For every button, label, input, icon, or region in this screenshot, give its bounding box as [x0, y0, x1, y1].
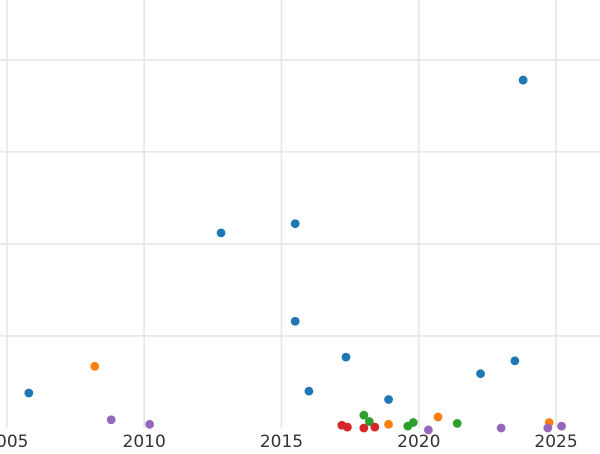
- x-tick-label-2010: 2010: [123, 432, 166, 450]
- data-point-s4-p3: [496, 423, 506, 433]
- data-point-s1-p1: [384, 419, 393, 429]
- data-point-s4-p0: [106, 415, 116, 425]
- x-tick-labels: 2005 2010 2015 2020 2025: [0, 432, 578, 452]
- data-point-s3-p2: [359, 423, 369, 433]
- grid-layer: [0, 0, 600, 428]
- data-point-s4-p5: [557, 421, 566, 431]
- data-point-s2-p3: [408, 418, 418, 427]
- data-point-s4-p2: [423, 425, 433, 435]
- data-point-s0-p0: [24, 388, 34, 398]
- data-point-s0-p9: [518, 75, 528, 85]
- data-point-s0-p5: [341, 352, 351, 362]
- data-point-s1-p2: [433, 412, 443, 422]
- data-point-s0-p3: [290, 316, 300, 326]
- x-tick-label-2025: 2025: [534, 432, 577, 450]
- data-point-s3-p3: [370, 422, 380, 432]
- data-point-s0-p8: [510, 356, 520, 366]
- data-point-s2-p0: [359, 410, 369, 420]
- x-tick-label-2005: 2005: [0, 432, 28, 450]
- points-layer: [24, 75, 566, 435]
- data-point-s0-p2: [290, 219, 300, 229]
- data-point-s3-p1: [342, 422, 352, 432]
- data-point-s0-p1: [216, 228, 226, 238]
- data-point-s4-p4: [543, 423, 553, 433]
- data-point-s0-p4: [304, 386, 314, 396]
- data-point-s4-p1: [145, 419, 155, 429]
- x-tick-label-2015: 2015: [260, 432, 303, 450]
- data-point-s2-p4: [452, 418, 462, 428]
- x-tick-label-2020: 2020: [397, 432, 440, 450]
- data-point-s2-p1: [364, 417, 374, 426]
- data-point-s1-p0: [90, 361, 100, 371]
- data-point-s0-p6: [384, 395, 393, 404]
- data-point-s0-p7: [476, 369, 485, 379]
